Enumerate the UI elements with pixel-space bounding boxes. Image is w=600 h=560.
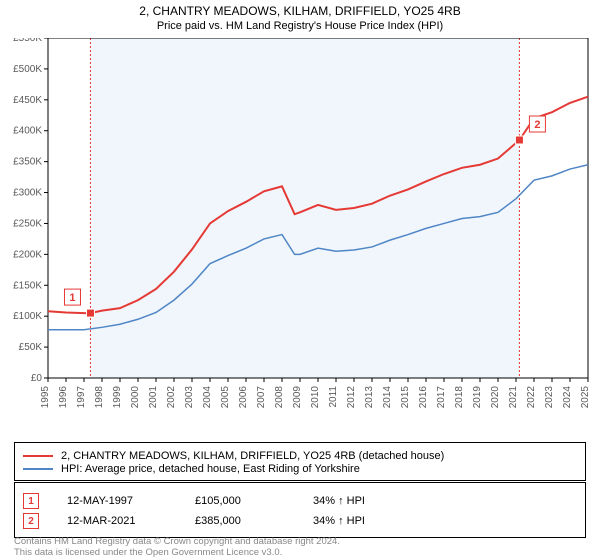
svg-text:2009: 2009 <box>292 386 303 409</box>
svg-text:2012: 2012 <box>346 386 357 409</box>
svg-text:£100K: £100K <box>13 311 42 322</box>
svg-text:2006: 2006 <box>238 386 249 409</box>
transaction-row: 2 12-MAR-2021 £385,000 34% ↑ HPI <box>23 513 577 529</box>
transaction-date: 12-MAR-2021 <box>67 515 167 527</box>
chart-area: 2, CHANTRY MEADOWS, KILHAM, DRIFFIELD, Y… <box>0 0 600 440</box>
svg-text:1995: 1995 <box>40 386 51 409</box>
svg-text:£500K: £500K <box>13 64 42 75</box>
svg-text:2022: 2022 <box>526 386 537 409</box>
svg-text:£150K: £150K <box>13 280 42 291</box>
transaction-marker: 1 <box>23 493 39 509</box>
svg-text:2002: 2002 <box>166 386 177 409</box>
svg-text:2017: 2017 <box>436 386 447 409</box>
svg-text:1996: 1996 <box>58 386 69 409</box>
transaction-marker: 2 <box>23 513 39 529</box>
svg-text:2023: 2023 <box>544 386 555 409</box>
svg-text:2004: 2004 <box>202 386 213 409</box>
svg-text:£400K: £400K <box>13 126 42 137</box>
transaction-row: 1 12-MAY-1997 £105,000 34% ↑ HPI <box>23 493 577 509</box>
svg-text:1998: 1998 <box>94 386 105 409</box>
svg-text:2: 2 <box>534 119 540 131</box>
svg-text:2011: 2011 <box>328 386 339 408</box>
svg-text:1997: 1997 <box>76 386 87 409</box>
legend-item: 2, CHANTRY MEADOWS, KILHAM, DRIFFIELD, Y… <box>23 450 577 462</box>
footnote-line: Contains HM Land Registry data © Crown c… <box>14 536 586 547</box>
chart-subtitle: Price paid vs. HM Land Registry's House … <box>0 20 600 32</box>
legend-swatch <box>23 468 53 470</box>
svg-text:£0: £0 <box>31 373 43 384</box>
svg-text:2000: 2000 <box>130 386 141 409</box>
svg-text:2025: 2025 <box>580 386 591 409</box>
footnote-line: This data is licensed under the Open Gov… <box>14 547 586 558</box>
svg-text:2024: 2024 <box>562 386 573 409</box>
svg-text:2019: 2019 <box>472 386 483 409</box>
svg-text:2013: 2013 <box>364 386 375 409</box>
legend-swatch <box>23 455 53 457</box>
svg-text:1999: 1999 <box>112 386 123 409</box>
svg-text:2005: 2005 <box>220 386 231 409</box>
transaction-price: £385,000 <box>195 515 285 527</box>
page: 2, CHANTRY MEADOWS, KILHAM, DRIFFIELD, Y… <box>0 0 600 560</box>
svg-text:£200K: £200K <box>13 249 42 260</box>
svg-text:2003: 2003 <box>184 386 195 409</box>
svg-text:2015: 2015 <box>400 386 411 409</box>
svg-text:2018: 2018 <box>454 386 465 409</box>
svg-text:2007: 2007 <box>256 386 267 409</box>
legend-item: HPI: Average price, detached house, East… <box>23 463 577 475</box>
svg-text:£250K: £250K <box>13 218 42 229</box>
svg-text:2010: 2010 <box>310 386 321 409</box>
svg-text:2008: 2008 <box>274 386 285 409</box>
transactions-box: 1 12-MAY-1997 £105,000 34% ↑ HPI 2 12-MAR-202… <box>14 482 586 538</box>
legend-box: 2, CHANTRY MEADOWS, KILHAM, DRIFFIELD, Y… <box>14 442 586 481</box>
svg-text:£300K: £300K <box>13 188 42 199</box>
legend-label: HPI: Average price, detached house, East… <box>61 463 360 475</box>
svg-text:2016: 2016 <box>418 386 429 409</box>
chart-title: 2, CHANTRY MEADOWS, KILHAM, DRIFFIELD, Y… <box>0 4 600 18</box>
svg-text:£50K: £50K <box>19 342 43 353</box>
svg-text:2014: 2014 <box>382 386 393 409</box>
svg-text:£450K: £450K <box>13 95 42 106</box>
transaction-pct: 34% ↑ HPI <box>313 515 413 527</box>
transaction-pct: 34% ↑ HPI <box>313 495 413 507</box>
svg-text:1: 1 <box>69 292 75 304</box>
svg-text:2021: 2021 <box>508 386 519 409</box>
svg-text:£550K: £550K <box>13 38 42 44</box>
transaction-date: 12-MAY-1997 <box>67 495 167 507</box>
transaction-price: £105,000 <box>195 495 285 507</box>
line-chart: £0 £50K £100K £150K £200K £250K £300K £350K £400… <box>0 38 600 446</box>
legend-label: 2, CHANTRY MEADOWS, KILHAM, DRIFFIELD, Y… <box>61 450 444 462</box>
svg-text:2020: 2020 <box>490 386 501 409</box>
svg-text:£350K: £350K <box>13 157 42 168</box>
svg-text:2001: 2001 <box>148 386 159 409</box>
footnote: Contains HM Land Registry data © Crown c… <box>14 536 586 559</box>
